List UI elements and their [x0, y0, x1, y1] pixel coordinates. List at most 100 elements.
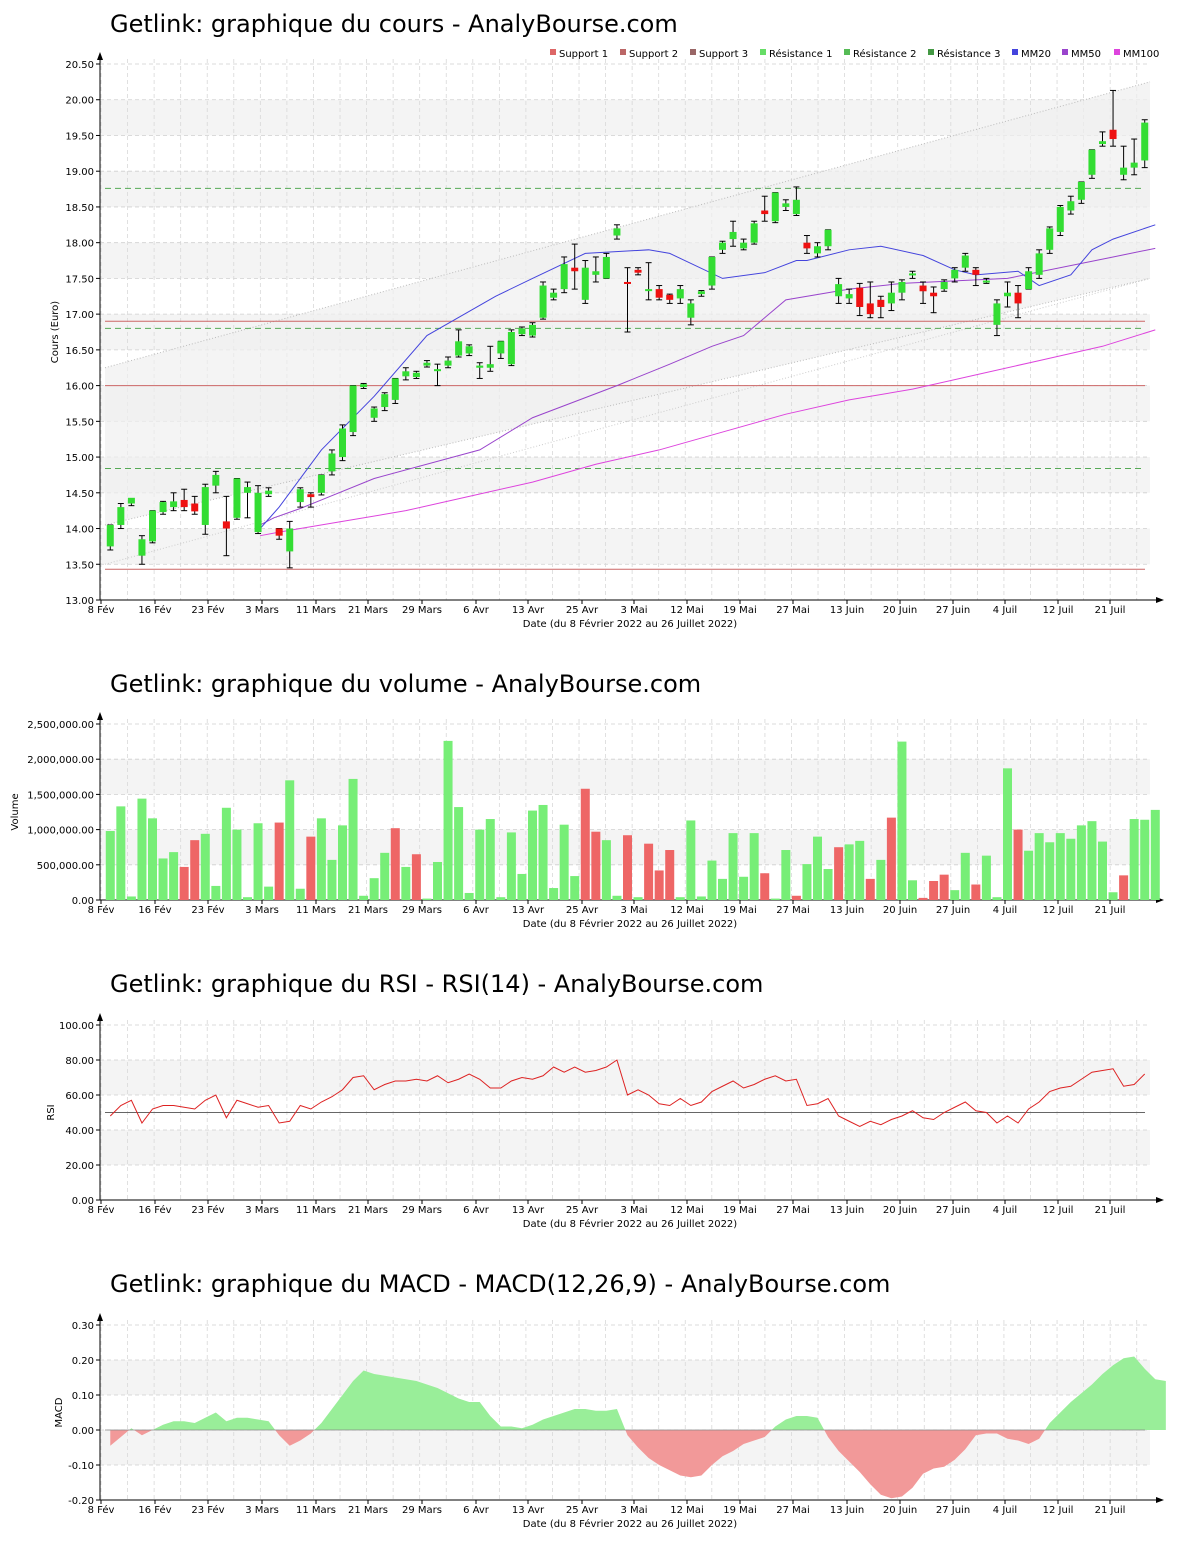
legend-swatch	[690, 49, 696, 55]
volume-y-axis-arrow	[97, 712, 103, 720]
macd-x-tick-label: 16 Fév	[138, 1504, 171, 1516]
volume-bar	[749, 833, 759, 900]
volume-bar	[327, 859, 337, 900]
volume-bar	[295, 888, 305, 900]
volume-bar	[538, 804, 548, 900]
candle-body	[602, 256, 610, 279]
rsi-y-tick-label: 40.00	[65, 1126, 94, 1137]
candle-body	[1014, 292, 1022, 304]
candle-body	[106, 524, 114, 547]
volume-bar	[844, 844, 854, 900]
price-x-tick-label: 19 Mai	[723, 605, 756, 616]
candle-body	[877, 299, 885, 307]
volume-bar	[179, 866, 189, 900]
volume-x-tick-label: 16 Fév	[138, 904, 171, 916]
volume-bar	[580, 788, 590, 900]
candle-body	[740, 242, 748, 249]
volume-y-tick-label: 1,500,000.00	[27, 790, 94, 801]
price-x-tick-label: 21 Juil	[1095, 605, 1126, 616]
legend-label: Résistance 2	[853, 48, 916, 60]
volume-bar	[834, 847, 844, 900]
legend-label: Résistance 3	[937, 48, 1000, 60]
volume-bar	[485, 819, 495, 900]
candle-body	[1109, 129, 1117, 140]
macd-x-tick-label: 27 Mai	[776, 1505, 809, 1516]
volume-bar	[190, 840, 200, 900]
legend-swatch	[1114, 49, 1120, 55]
volume-bar	[992, 897, 1002, 900]
candle-body	[550, 292, 558, 298]
candle-body	[771, 192, 779, 222]
price-chart-title: Getlink: graphique du cours - AnalyBours…	[110, 10, 678, 38]
price-x-tick-label: 27 Juin	[936, 605, 970, 616]
candle-body	[750, 223, 758, 243]
price-x-axis-label: Date (du 8 Février 2022 au 26 Juillet 20…	[523, 618, 737, 630]
candle-body	[613, 228, 621, 236]
rsi-x-tick-label: 29 Mars	[402, 1205, 442, 1216]
rsi-y-tick-label: 100.00	[59, 1021, 94, 1032]
volume-bar	[612, 895, 622, 900]
volume-y-tick-label: 1,000,000.00	[27, 826, 94, 837]
rsi-x-tick-label: 3 Mai	[620, 1205, 647, 1216]
mm50-line	[259, 247, 1156, 526]
candle-body	[1099, 141, 1106, 145]
volume-bar	[1140, 819, 1150, 900]
rsi-y-tick-label: 60.00	[65, 1091, 94, 1102]
macd-x-tick-label: 29 Mars	[402, 1505, 442, 1516]
rsi-x-tick-label: 16 Fév	[138, 1204, 171, 1216]
rsi-y-axis-arrow	[97, 1013, 103, 1021]
macd-x-tick-label: 6 Avr	[463, 1505, 490, 1516]
candle-body	[856, 287, 864, 307]
rsi-x-tick-label: 12 Juil	[1043, 1205, 1074, 1216]
volume-x-tick-label: 6 Avr	[463, 905, 490, 916]
volume-bar	[422, 898, 432, 900]
price-y-tick-label: 17.50	[65, 274, 94, 285]
legend-swatch	[928, 49, 934, 55]
candle-body	[180, 499, 188, 508]
volume-bar	[148, 818, 157, 900]
candle-body	[592, 271, 600, 275]
volume-bar	[886, 817, 896, 900]
price-y-tick-label: 17.00	[65, 310, 94, 321]
price-channel-lower	[104, 277, 1151, 526]
volume-bar	[464, 892, 474, 900]
candle-body	[719, 242, 726, 250]
candle-body	[676, 289, 684, 299]
price-channel-lower2	[104, 277, 1151, 565]
volume-bar	[1119, 875, 1129, 900]
candle-body	[697, 291, 705, 295]
candle-body	[761, 210, 769, 215]
candle-body	[972, 269, 980, 275]
volume-bar	[401, 866, 411, 900]
macd-x-tick-label: 13 Juin	[830, 1505, 864, 1516]
volume-bar	[960, 852, 970, 900]
volume-bar	[517, 873, 527, 900]
candle-body	[455, 341, 463, 356]
macd-y-tick-label: -0.20	[68, 1496, 94, 1507]
candle-body	[940, 281, 948, 290]
candle-body	[486, 364, 494, 368]
price-x-tick-label: 16 Fév	[138, 604, 171, 616]
volume-bar	[137, 798, 147, 900]
volume-bar	[876, 859, 886, 900]
price-y-tick-label: 18.50	[65, 203, 94, 214]
candle-body	[402, 371, 410, 377]
candle-body	[127, 497, 135, 504]
price-y-axis-arrow	[97, 52, 103, 60]
macd-x-tick-label: 21 Juil	[1095, 1505, 1126, 1516]
candle-body	[993, 303, 1001, 325]
candle-body	[138, 539, 146, 556]
legend-label: Résistance 1	[769, 48, 832, 60]
macd-x-tick-label: 19 Mai	[723, 1505, 756, 1516]
candle-body	[328, 453, 336, 472]
candle-body	[581, 267, 589, 300]
volume-x-tick-label: 8 Fév	[88, 904, 115, 916]
candle-body	[381, 394, 389, 408]
mm100-line	[260, 329, 1156, 537]
rsi-x-tick-label: 8 Fév	[88, 1204, 115, 1216]
rsi-x-tick-label: 25 Avr	[566, 1205, 599, 1216]
volume-bar	[908, 880, 917, 900]
price-y-tick-label: 15.50	[65, 417, 94, 428]
volume-bar	[506, 832, 516, 900]
price-y-tick-label: 20.50	[65, 60, 94, 71]
